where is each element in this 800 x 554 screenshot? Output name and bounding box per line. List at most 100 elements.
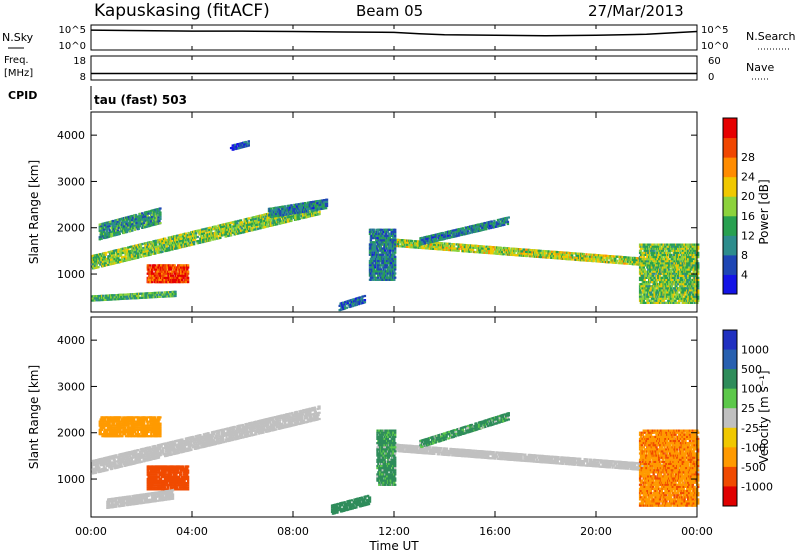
power-cell <box>515 249 518 253</box>
power-cell <box>154 296 157 299</box>
power-cell <box>658 260 662 263</box>
power-cell <box>116 220 120 223</box>
power-cell <box>503 223 506 226</box>
power-cell <box>421 236 424 239</box>
power-cell <box>234 222 237 225</box>
power-cell <box>156 239 160 242</box>
power-cell <box>302 202 305 205</box>
power-cell <box>161 248 164 251</box>
power-cell <box>297 205 301 208</box>
power-cell <box>200 235 203 238</box>
power-cell <box>605 254 608 257</box>
power-cell <box>298 217 301 220</box>
power-cell <box>159 207 162 210</box>
power-cell <box>106 233 110 237</box>
power-cell <box>646 245 649 248</box>
power-cell <box>538 255 541 259</box>
power-cell <box>147 251 151 254</box>
power-cell <box>386 230 390 233</box>
power-cell <box>465 226 468 229</box>
power-cell <box>555 257 558 260</box>
power-cell <box>368 243 372 246</box>
power-cell <box>643 249 646 252</box>
power-cell <box>461 245 465 249</box>
power-cell <box>627 256 630 259</box>
power-cell <box>643 285 646 288</box>
power-cell <box>227 224 230 227</box>
power-cell <box>428 235 431 238</box>
power-cell <box>651 272 654 275</box>
power-cell <box>387 268 391 271</box>
power-cell <box>167 272 170 275</box>
power-cell <box>127 246 130 249</box>
power-cell <box>324 207 328 210</box>
power-cell <box>156 208 159 211</box>
power-cell <box>168 291 172 294</box>
power-cell <box>233 233 236 236</box>
power-cell <box>304 202 307 205</box>
noise-tick-right-top: 10^5 <box>701 25 728 36</box>
power-cell <box>183 281 186 284</box>
power-cell <box>125 257 128 260</box>
power-cell <box>470 250 473 253</box>
power-cell <box>641 297 644 300</box>
power-cell <box>373 272 376 275</box>
power-cell <box>546 256 549 259</box>
power-cell <box>373 253 376 256</box>
power-cell <box>187 231 190 235</box>
power-cell <box>158 209 161 212</box>
power-cell <box>94 297 97 300</box>
power-cell <box>455 235 458 238</box>
power-cell <box>397 243 400 246</box>
power-cell <box>614 257 617 260</box>
noise-series-line <box>90 29 698 37</box>
power-cell <box>376 266 380 269</box>
power-cell <box>256 225 259 228</box>
power-cell <box>489 252 493 255</box>
power-cell <box>100 261 103 264</box>
power-cell <box>151 221 155 224</box>
power-cell <box>103 256 106 259</box>
power-cell <box>156 245 160 248</box>
power-cell <box>655 260 658 263</box>
power-cell <box>119 254 123 257</box>
power-cell <box>377 274 381 277</box>
power-cell <box>647 268 650 271</box>
power-cell <box>457 249 460 252</box>
power-cell <box>535 253 539 256</box>
power-cell <box>284 220 288 224</box>
power-cell <box>92 258 96 261</box>
power-cell <box>633 261 637 264</box>
power-cell <box>376 270 380 273</box>
power-cell <box>388 276 391 279</box>
power-cell <box>295 203 299 206</box>
power-cell <box>95 299 98 302</box>
power-cell <box>325 204 329 207</box>
noise-tick-left-top: 10^5 <box>59 25 86 36</box>
power-cell <box>611 255 614 258</box>
power-cell <box>564 255 567 258</box>
power-cell <box>186 278 190 282</box>
power-cell <box>126 250 129 253</box>
power-cell <box>179 246 182 249</box>
power-cell <box>375 251 378 254</box>
power-cell <box>423 240 427 243</box>
power-cell <box>281 211 284 215</box>
power-cell <box>659 295 663 298</box>
power-cell <box>600 260 603 263</box>
power-cell <box>385 239 388 242</box>
power-cell <box>438 234 441 238</box>
power-cell <box>179 270 183 273</box>
power-cell <box>240 227 244 230</box>
power-cell <box>107 298 110 301</box>
power-cell <box>306 205 310 208</box>
power-cell <box>518 254 521 257</box>
power-cell <box>648 258 651 261</box>
power-cell <box>467 230 470 233</box>
date-title: 27/Mar/2013 <box>588 2 684 20</box>
power-cell <box>151 250 154 254</box>
power-cell <box>536 251 540 254</box>
power-cell <box>346 302 349 305</box>
power-cell <box>295 205 299 208</box>
power-cell <box>372 237 375 240</box>
